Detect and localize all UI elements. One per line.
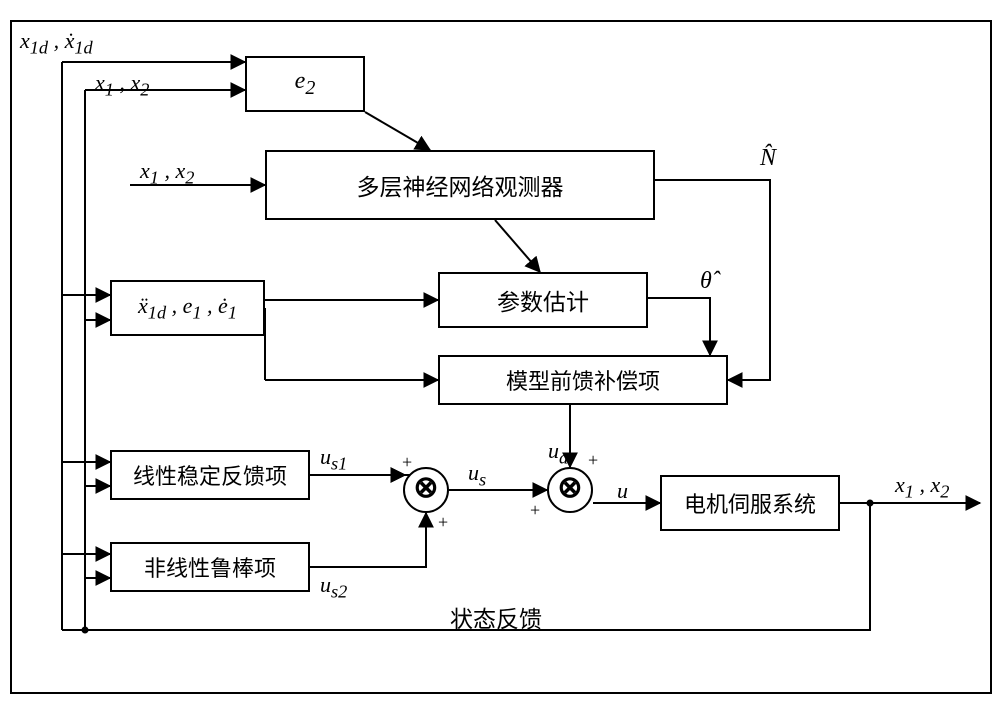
input-x12-label: x1 , x2 xyxy=(95,70,149,100)
plus-sign: + xyxy=(588,450,598,471)
out-label: x1 , x2 xyxy=(895,472,949,502)
nn-label: 多层神经网络观测器 xyxy=(357,168,564,202)
junction-dot xyxy=(867,500,874,507)
us2-label: us2 xyxy=(320,572,347,602)
robust-block: 非线性鲁棒项 xyxy=(110,542,310,592)
plus-sign: + xyxy=(402,452,412,473)
ua-label: ua xyxy=(548,438,568,468)
servo-label: 电机伺服系统 xyxy=(684,487,816,519)
e2-block: e2 xyxy=(245,56,365,112)
linfb-label: 线性稳定反馈项 xyxy=(133,459,287,491)
nn-input-label: x1 , x2 xyxy=(140,158,194,188)
nhat-label: N̂ xyxy=(760,145,776,172)
sum-node-2: ⊗ xyxy=(547,467,593,513)
junction-dot xyxy=(82,627,89,634)
errbox-label: ẍ1d , e1 , ė1 xyxy=(138,293,237,323)
feedforward-block: 模型前馈补偿项 xyxy=(438,355,728,405)
input-x1d-label: x1d , ẋ1d xyxy=(20,28,93,58)
linear-feedback-block: 线性稳定反馈项 xyxy=(110,450,310,500)
thetahat-label: θ̂ xyxy=(700,268,712,295)
param-label: 参数估计 xyxy=(497,283,589,317)
error-vars-block: ẍ1d , e1 , ė1 xyxy=(110,280,265,336)
us-label: us xyxy=(468,460,486,490)
plus-sign: + xyxy=(530,500,540,521)
sum-node-1: ⊗ xyxy=(403,467,449,513)
feedback-caption: 状态反馈 xyxy=(450,600,542,634)
servo-block: 电机伺服系统 xyxy=(660,475,840,531)
feedfwd-label: 模型前馈补偿项 xyxy=(506,364,660,396)
us1-label: us1 xyxy=(320,444,347,474)
plus-sign: + xyxy=(438,512,448,533)
robust-label: 非线性鲁棒项 xyxy=(144,551,276,583)
nn-observer-block: 多层神经网络观测器 xyxy=(265,150,655,220)
param-estimate-block: 参数估计 xyxy=(438,272,648,328)
e2-label: e2 xyxy=(295,68,316,100)
u-label: u xyxy=(617,478,628,504)
